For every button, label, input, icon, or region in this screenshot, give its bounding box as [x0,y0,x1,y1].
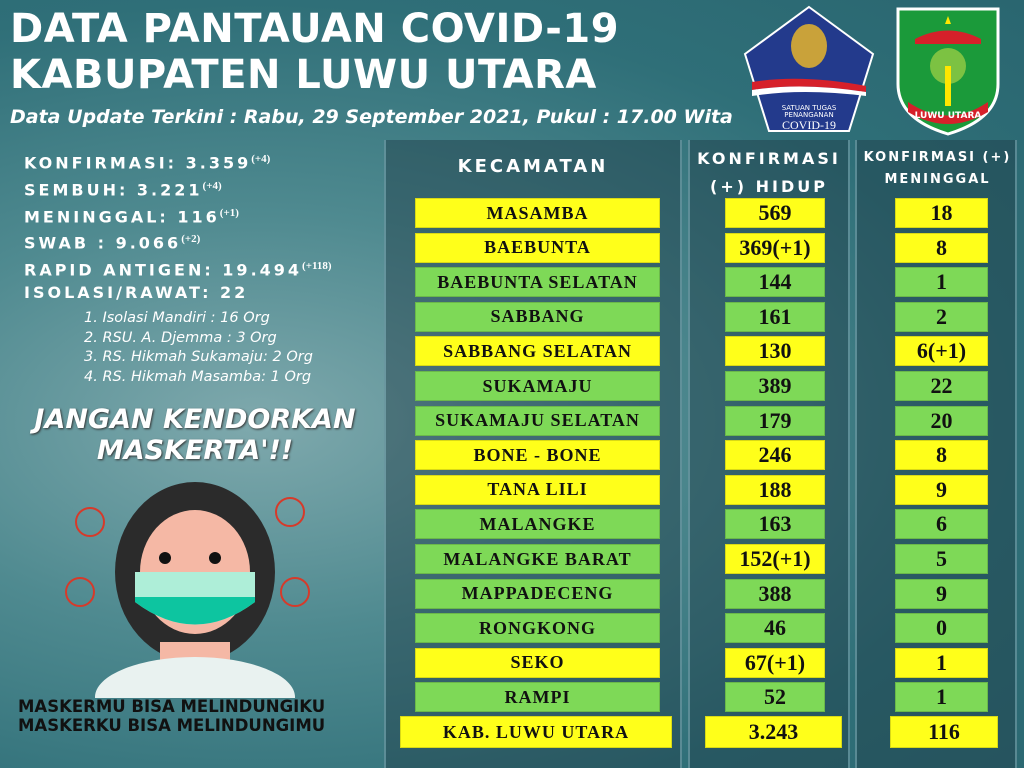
isolation-item: 4. RS. Hikmah Masamba: 1 Org [84,368,312,385]
row-hidup: 389 [725,371,825,401]
row-kecamatan: SUKAMAJU SELATAN [415,405,660,436]
isolation-list: 1. Isolasi Mandiri : 16 Org 2. RSU. A. D… [84,309,313,387]
row-meninggal: 9 [895,578,988,609]
row-kecamatan: RAMPI [415,682,660,713]
virus-icon [65,497,310,607]
stat-konfirmasi: KONFIRMASI: 3.359(+4) [24,153,271,173]
row-hidup: 188 [725,474,825,505]
row-hidup: 163 [725,509,825,540]
luwu-utara-emblem: LUWU UTARA [896,7,1000,136]
row-kecamatan: BAEBUNTA SELATAN [415,267,660,298]
row-kecamatan: MALANGKE BARAT [415,544,660,574]
row-kecamatan: SUKAMAJU [415,371,660,401]
isolation-item: 1. Isolasi Mandiri : 16 Org [84,310,270,326]
row-meninggal: 2 [895,301,988,332]
isolation-item: 3. RS. Hikmah Sukamaju: 2 Org [84,349,313,365]
row-meninggal: 1 [895,682,988,713]
row-meninggal: 8 [895,440,988,471]
row-meninggal: 6(+1) [895,336,988,367]
row-hidup: 67(+1) [725,647,825,678]
slogan: JANGAN KENDORKAN MASKERTA'!! [34,404,356,466]
row-hidup: 246 [725,440,825,471]
stat-meninggal: MENINGGAL: 116(+1) [24,206,239,226]
total-label: KAB. LUWU UTARA [400,716,672,748]
svg-text:PENANGANAN: PENANGANAN [784,111,833,119]
row-kecamatan: RONGKONG [415,613,660,644]
stat-isolasi: ISOLASI/RAWAT: 22 [24,283,249,303]
row-hidup: 144 [725,267,825,298]
svg-text:COVID-19: COVID-19 [782,118,836,132]
row-hidup: 161 [725,301,825,332]
row-kecamatan: BAEBUNTA [415,232,660,263]
emblem-text: LUWU UTARA [915,111,982,121]
title-line-2: KABUPATEN LUWU UTARA [10,52,597,98]
stat-swab: SWAB : 9.066(+2) [24,233,201,253]
row-kecamatan: SABBANG [415,301,660,332]
summary-stats: KONFIRMASI: 3.359(+4) SEMBUH: 3.221(+4) … [24,148,332,305]
row-kecamatan: TANA LILI [415,474,660,505]
row-meninggal: 22 [895,371,988,401]
total-meninggal: 116 [890,716,998,748]
row-meninggal: 1 [895,267,988,298]
row-meninggal: 18 [895,198,988,228]
row-hidup: 152(+1) [725,544,825,574]
update-text: Data Update Terkini : Rabu, 29 September… [10,106,733,128]
row-meninggal: 9 [895,474,988,505]
header-kecamatan: KECAMATAN [457,156,609,177]
row-kecamatan: MAPPADECENG [415,578,660,609]
row-hidup: 569 [725,198,825,228]
motto: MASKERMU BISA MELINDUNGIKU MASKERKU BISA … [18,697,326,735]
title-line-1: DATA PANTAUAN COVID-19 [10,6,620,52]
header-hidup: KONFIRMASI (+) HIDUP [697,149,841,196]
row-meninggal: 5 [895,544,988,574]
row-meninggal: 8 [895,232,988,263]
total-hidup: 3.243 [705,716,842,748]
row-hidup: 388 [725,578,825,609]
row-kecamatan: SABBANG SELATAN [415,336,660,367]
row-meninggal: 0 [895,613,988,644]
row-meninggal: 20 [895,405,988,436]
row-kecamatan: BONE - BONE [415,440,660,471]
header-meninggal: KONFIRMASI (+) MENINGGAL [863,150,1012,187]
stat-rapid-antigen: RAPID ANTIGEN: 19.494(+118) [24,260,332,280]
row-hidup: 52 [725,682,825,713]
row-meninggal: 1 [895,647,988,678]
row-kecamatan: SEKO [415,647,660,678]
masked-woman-illustration [65,482,310,698]
isolation-item: 2. RSU. A. Djemma : 3 Org [84,329,277,346]
row-hidup: 130 [725,336,825,367]
satgas-covid-logo: SATUAN TUGAS PENANGANAN COVID-19 [743,5,875,132]
row-kecamatan: MASAMBA [415,198,660,228]
stat-sembuh: SEMBUH: 3.221(+4) [24,179,222,200]
svg-text:SATUAN TUGAS: SATUAN TUGAS [782,104,837,112]
row-hidup: 179 [725,405,825,436]
row-kecamatan: MALANGKE [415,509,660,540]
row-hidup: 369(+1) [725,232,825,263]
row-meninggal: 6 [895,509,988,540]
row-hidup: 46 [725,613,825,644]
